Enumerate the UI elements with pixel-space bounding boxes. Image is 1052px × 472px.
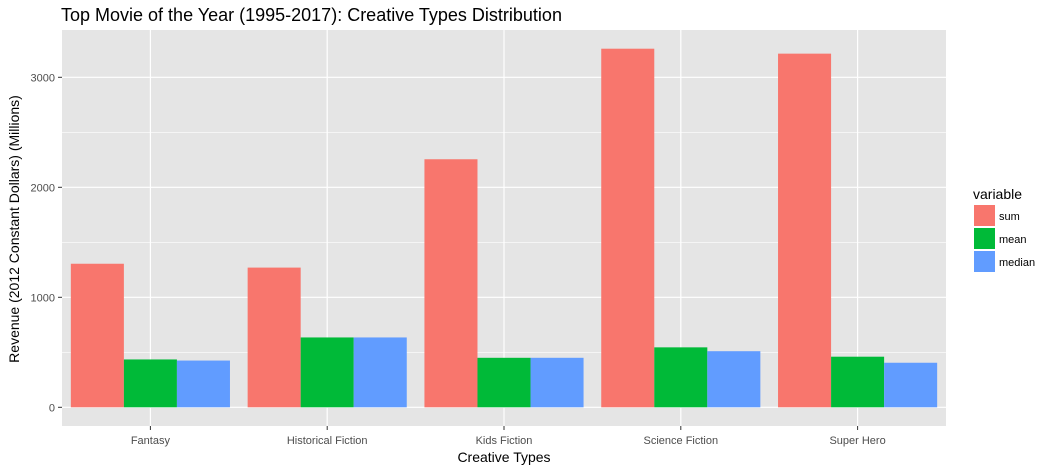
x-tick-label: Kids Fiction [476, 435, 533, 447]
legend-key-sum [974, 205, 995, 226]
y-tick-label: 3000 [31, 72, 55, 84]
bar-sum-historical-fiction [247, 267, 301, 408]
x-tick-label: Fantasy [131, 435, 171, 447]
bar-mean-kids-fiction [477, 357, 531, 408]
y-tick-label: 2000 [31, 182, 55, 194]
bar-mean-science-fiction [654, 347, 708, 408]
bar-sum-kids-fiction [424, 159, 478, 408]
bar-median-super-hero [884, 362, 938, 408]
bar-mean-super-hero [831, 356, 885, 408]
bar-median-historical-fiction [353, 337, 407, 408]
bar-median-science-fiction [707, 351, 761, 408]
chart-title: Top Movie of the Year (1995-2017): Creat… [61, 5, 562, 25]
bar-median-kids-fiction [530, 357, 584, 408]
legend-title: variable [973, 186, 1022, 202]
x-axis-title: Creative Types [457, 449, 550, 465]
legend-key-median [974, 251, 995, 272]
bar-sum-fantasy [70, 263, 124, 408]
legend-key-mean [974, 228, 995, 249]
legend: variable sum mean median [973, 186, 1035, 272]
bar-sum-super-hero [778, 53, 832, 408]
x-tick-label: Science Fiction [644, 435, 719, 447]
bar-median-fantasy [176, 360, 230, 408]
bar-sum-science-fiction [601, 48, 655, 408]
bar-mean-historical-fiction [300, 337, 354, 408]
bars [70, 48, 938, 408]
y-axis-ticks: 0 1000 2000 3000 [31, 72, 62, 414]
legend-label-mean: mean [999, 234, 1027, 246]
bar-mean-fantasy [123, 359, 177, 408]
y-tick-label: 1000 [31, 292, 55, 304]
x-tick-label: Super Hero [829, 435, 885, 447]
legend-label-median: median [999, 257, 1035, 269]
legend-label-sum: sum [999, 211, 1020, 223]
x-axis-ticks: Fantasy Historical Fiction Kids Fiction Sci… [131, 426, 886, 447]
y-tick-label: 0 [49, 402, 55, 414]
y-axis-title: Revenue (2012 Constant Dollars) (Million… [6, 95, 22, 363]
x-tick-label: Historical Fiction [287, 435, 368, 447]
